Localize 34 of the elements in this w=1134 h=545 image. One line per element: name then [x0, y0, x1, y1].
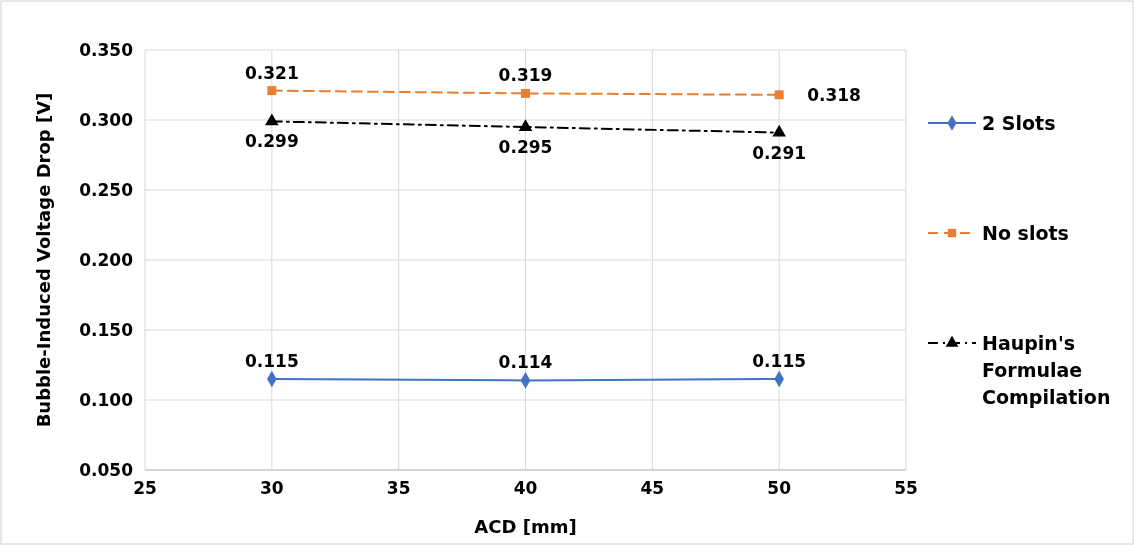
point: [265, 113, 279, 126]
y-axis-title: Bubble-Induced Voltage Drop [V]: [33, 92, 54, 428]
x-tick-label: 40: [513, 478, 538, 498]
x-tick-label: 55: [894, 478, 918, 498]
y-tick-label: 0.100: [79, 390, 134, 410]
point: [518, 119, 533, 131]
point: [267, 86, 277, 96]
y-tick-label: 0.350: [79, 40, 134, 60]
x-tick-label: 35: [386, 478, 411, 498]
y-tick-label: 0.150: [79, 320, 134, 340]
y-tick-label: 0.250: [79, 180, 134, 200]
data-label: 0.318: [807, 84, 861, 105]
x-axis-title: ACD [mm]: [474, 516, 577, 537]
data-label: 0.115: [752, 351, 807, 371]
data-label: 0.299: [244, 131, 299, 152]
y-tick-label: 0.050: [79, 460, 134, 480]
data-label: 0.321: [244, 62, 299, 83]
legend-label: Haupin's Formulae Compilation: [982, 332, 1111, 408]
data-label: 0.319: [498, 65, 553, 86]
legend-label: No slots: [982, 222, 1069, 244]
data-label: 0.291: [752, 142, 807, 163]
x-tick-label: 25: [133, 478, 157, 498]
x-tick-label: 45: [640, 478, 665, 498]
legend-label: 2 Slots: [982, 112, 1056, 134]
point: [772, 124, 786, 137]
data-label: 0.115: [244, 351, 299, 371]
point: [774, 90, 784, 100]
data-label: 0.295: [498, 137, 553, 157]
point: [521, 88, 530, 98]
x-tick-label: 50: [767, 478, 792, 498]
y-tick-label: 0.200: [79, 250, 134, 270]
data-label: 0.114: [498, 352, 553, 373]
x-tick-label: 30: [260, 478, 284, 498]
y-tick-label: 0.300: [79, 110, 134, 130]
